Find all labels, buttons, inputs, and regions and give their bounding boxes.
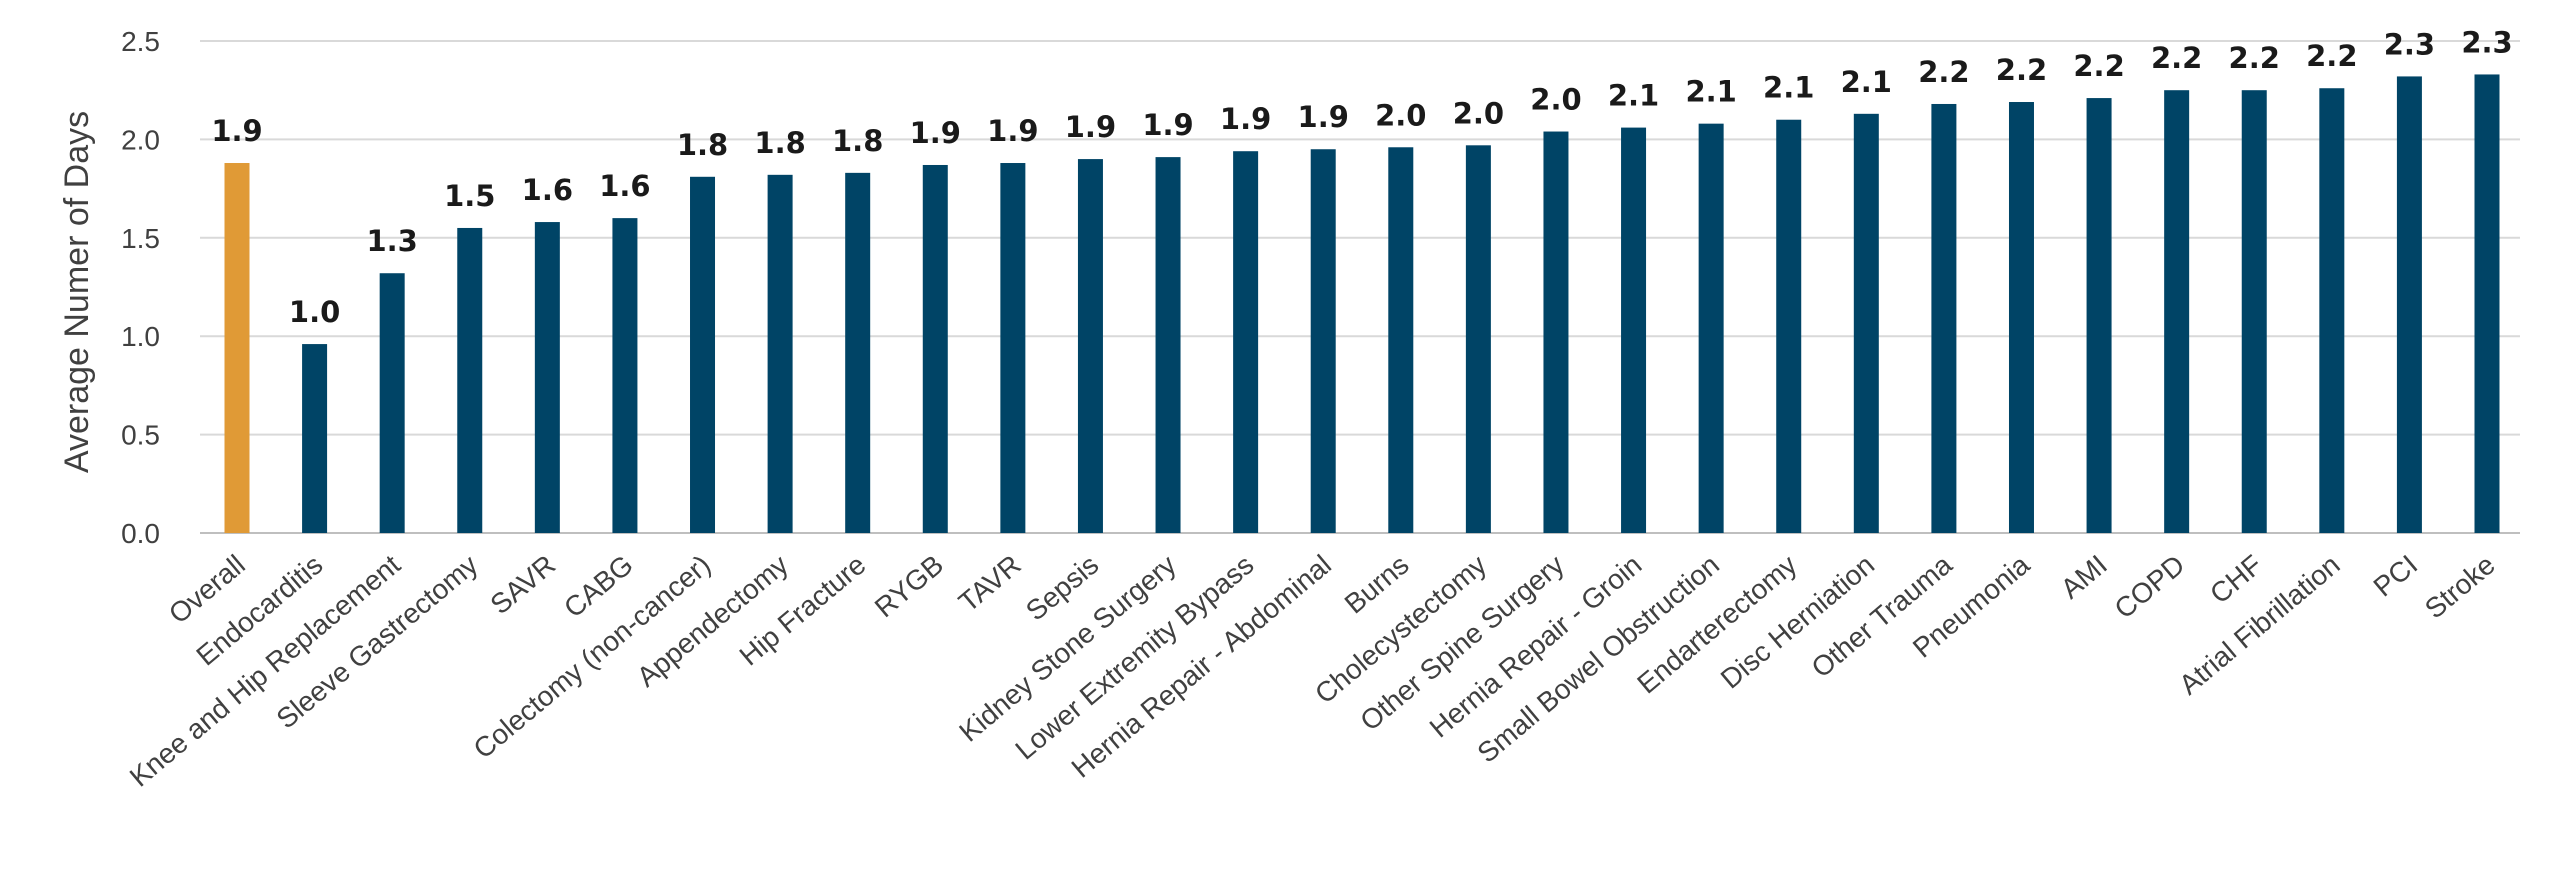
data-label: 1.5 — [444, 179, 495, 213]
data-label: 2.2 — [1918, 55, 1969, 89]
bar — [457, 227, 483, 533]
data-label: 1.8 — [832, 124, 883, 158]
data-label: 2.2 — [2229, 41, 2280, 75]
y-axis-ticks: 0.0 0.5 1.0 1.5 2.0 2.5 — [121, 26, 160, 549]
data-label: 2.1 — [1608, 79, 1659, 113]
data-label: 2.2 — [1996, 53, 2047, 87]
data-label: 1.6 — [599, 169, 650, 203]
y-axis-title: Average Numer of Days — [58, 111, 96, 473]
y-tick-label: 2.5 — [121, 26, 160, 57]
data-label: 1.9 — [1298, 100, 1349, 134]
data-label: 2.3 — [2461, 25, 2512, 59]
bar — [2474, 74, 2500, 534]
bar — [1543, 131, 1569, 533]
data-label: 1.6 — [522, 173, 573, 207]
data-labels: 1.9 1.0 1.3 1.5 1.6 1.6 1.8 1.8 1.8 1.9 1.9 1.9 1.9 1… — [211, 25, 2512, 329]
y-tick-label: 2.0 — [121, 124, 160, 155]
data-label: 2.1 — [1763, 71, 1814, 105]
bar — [302, 344, 328, 533]
x-tick-label: CHF — [2204, 549, 2268, 610]
bar — [2319, 88, 2345, 534]
bar — [845, 172, 871, 533]
data-label: 1.8 — [677, 128, 728, 162]
data-label: 2.0 — [1375, 98, 1426, 132]
bar — [1233, 151, 1259, 533]
data-label: 1.8 — [754, 126, 805, 160]
bar — [1155, 157, 1181, 533]
data-label: 1.9 — [1142, 108, 1193, 142]
x-tick-label: Stroke — [2419, 549, 2501, 625]
x-tick-label: TAVR — [953, 549, 1027, 618]
bar — [534, 222, 560, 533]
bar — [224, 163, 250, 534]
bar — [1776, 119, 1802, 533]
data-label: 1.9 — [910, 116, 961, 150]
x-tick-label: RYGB — [869, 549, 949, 623]
bar — [767, 174, 793, 533]
data-label: 2.2 — [2306, 39, 2357, 73]
bar — [1465, 145, 1491, 533]
bar — [1853, 113, 1879, 533]
bar — [922, 164, 948, 533]
y-tick-label: 0.5 — [121, 420, 160, 451]
data-label: 2.3 — [2384, 27, 2435, 61]
bar — [1000, 163, 1026, 534]
data-label: 2.2 — [2073, 49, 2124, 83]
x-tick-label: SAVR — [484, 549, 561, 620]
bar — [2164, 90, 2190, 533]
data-label: 2.0 — [1530, 83, 1581, 117]
y-tick-label: 1.5 — [121, 223, 160, 254]
bar — [2396, 76, 2422, 533]
data-label: 2.1 — [1685, 75, 1736, 109]
data-label: 1.0 — [289, 295, 340, 329]
data-label: 1.9 — [1220, 102, 1271, 136]
bar — [1310, 149, 1336, 534]
data-label: 1.3 — [366, 224, 417, 258]
data-label: 2.2 — [2151, 41, 2202, 75]
data-label: 1.9 — [1065, 110, 1116, 144]
bar — [2241, 90, 2267, 533]
bar — [612, 218, 638, 533]
bar — [1931, 103, 1957, 533]
bar — [1388, 147, 1414, 533]
y-tick-label: 1.0 — [121, 321, 160, 352]
data-label: 2.0 — [1453, 96, 1504, 130]
bars — [224, 74, 2500, 534]
gridlines — [200, 40, 2520, 534]
data-label: 1.9 — [211, 114, 262, 148]
x-tick-label: COPD — [2109, 549, 2191, 625]
bar — [1077, 159, 1103, 533]
bar — [690, 176, 716, 534]
y-tick-label: 0.0 — [121, 518, 160, 549]
data-label: 1.9 — [987, 114, 1038, 148]
data-label: 2.1 — [1841, 65, 1892, 99]
bar — [2086, 98, 2112, 534]
x-tick-label: PCI — [2368, 549, 2424, 603]
bar — [2008, 102, 2034, 534]
bar — [1621, 127, 1647, 533]
bar — [379, 273, 405, 533]
bar — [1698, 123, 1724, 533]
x-tick-label: AMI — [2055, 549, 2113, 605]
